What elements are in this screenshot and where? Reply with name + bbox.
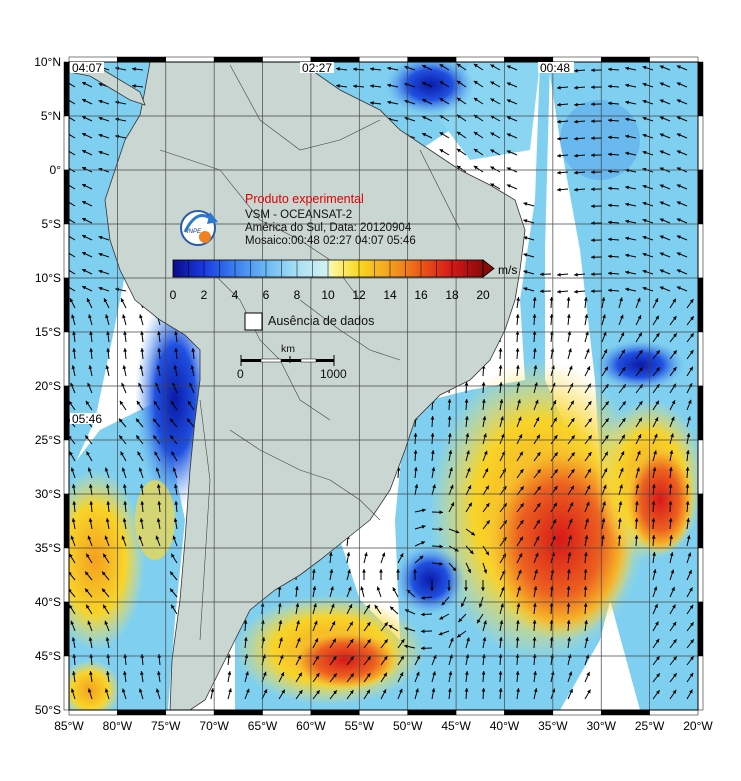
product-line-3: Mosaico:00:48 02:27 04:07 05:46 xyxy=(245,235,416,247)
product-line-1: VSM - OCEANSAT-2 xyxy=(245,209,353,221)
experimental-label: Produto experimental xyxy=(245,192,364,206)
swath-time-3: 00:48 xyxy=(540,61,570,75)
colorbar-tick: 0 xyxy=(170,288,177,302)
wind-vectors xyxy=(69,63,695,700)
scale-unit-label: km xyxy=(281,343,295,355)
lon-label: 70°W xyxy=(199,719,229,733)
lat-label: 25°S xyxy=(35,433,61,447)
lat-label: 45°S xyxy=(35,649,61,663)
lon-label: 55°W xyxy=(345,719,375,733)
nodata-label: Ausência de dados xyxy=(268,314,375,328)
swath-time-4: 05:46 xyxy=(72,412,102,426)
colorbar-tick: 14 xyxy=(383,288,397,302)
lon-label: 60°W xyxy=(296,719,326,733)
swath-time-2: 02:27 xyxy=(302,61,332,75)
lon-label: 80°W xyxy=(103,719,133,733)
lat-label: 5°S xyxy=(42,217,61,231)
colorbar-unit: m/s xyxy=(498,263,517,277)
scale-bar xyxy=(240,355,335,366)
inpe-logo: INPE xyxy=(180,210,218,246)
lat-label: 0° xyxy=(50,163,62,177)
colorbar-tick: 12 xyxy=(352,288,366,302)
colorbar-tick: 6 xyxy=(263,288,270,302)
lon-label: 75°W xyxy=(151,719,181,733)
lat-label: 20°S xyxy=(35,379,61,393)
scale-start-label: 0 xyxy=(237,367,244,381)
swath-time-labels: 04:07 02:27 00:48 05:46 xyxy=(70,61,574,426)
lat-label: 5°N xyxy=(41,109,61,123)
lon-label: 65°W xyxy=(248,719,278,733)
nodata-legend xyxy=(244,312,263,331)
lon-label: 40°W xyxy=(490,719,520,733)
colorbar-tick: 2 xyxy=(201,288,208,302)
lat-label: 10°N xyxy=(34,55,61,69)
longitude-labels: 85°W 80°W 75°W 70°W 65°W 60°W 55°W 50°W 45°W 40°W… xyxy=(54,719,713,733)
lon-label: 85°W xyxy=(54,719,84,733)
colorbar-tick: 8 xyxy=(294,288,301,302)
svg-text:INPE: INPE xyxy=(187,229,202,235)
colorbar-tick: 10 xyxy=(321,288,335,302)
map-frame xyxy=(63,56,704,716)
lat-label: 40°S xyxy=(35,595,61,609)
colorbar: 0 2 4 6 8 10 12 14 16 18 20 m/s xyxy=(170,259,517,302)
lon-label: 50°W xyxy=(393,719,423,733)
lon-label: 35°W xyxy=(538,719,568,733)
lon-label: 45°W xyxy=(441,719,471,733)
lat-label: 10°S xyxy=(35,271,61,285)
lat-label: 35°S xyxy=(35,541,61,555)
swath-time-1: 04:07 xyxy=(72,61,102,75)
lat-label: 15°S xyxy=(35,325,61,339)
lon-label: 25°W xyxy=(635,719,665,733)
product-line-2: América do Sul, Data: 20120904 xyxy=(245,222,412,234)
colorbar-tick: 20 xyxy=(476,288,490,302)
lon-label: 30°W xyxy=(586,719,616,733)
colorbar-tick: 16 xyxy=(414,288,428,302)
latitude-labels: 10°N 5°N 0° 5°S 10°S 15°S 20°S 25°S 30°S 35°S 40°S… xyxy=(34,55,61,717)
lat-label: 30°S xyxy=(35,487,61,501)
graticule xyxy=(69,62,698,710)
lat-label: 50°S xyxy=(35,703,61,717)
colorbar-tick: 18 xyxy=(445,288,459,302)
scale-end-label: 1000 xyxy=(320,367,347,381)
colorbar-tick: 4 xyxy=(232,288,239,302)
lon-label: 20°W xyxy=(683,719,713,733)
